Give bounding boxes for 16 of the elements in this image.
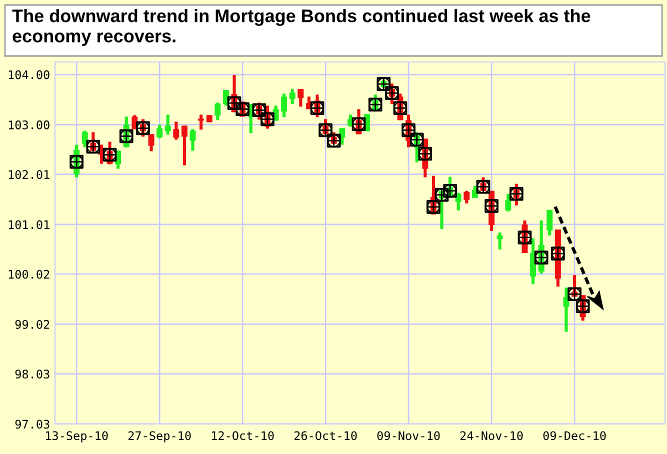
y-tick-label: 98.03 [15,370,50,379]
x-tick-label: 09-Dec-10 [543,431,606,440]
x-tick-label: 09-Nov-10 [377,431,440,440]
x-tick-label: 27-Sep-10 [128,431,191,442]
y-tick-label: 101.01 [8,220,50,230]
x-tick-label: 24-Nov-10 [460,431,523,440]
x-tick-label: 13-Sep-10 [46,431,108,442]
x-tick-label: 26-Oct-10 [294,431,357,440]
y-tick-label: 97.03 [15,420,50,429]
y-tick-label: 102.01 [8,170,50,179]
y-tick-label: 103.00 [8,120,50,130]
chart-title: The downward trend in Mortgage Bonds continued last week as the economy recovers. [12,9,590,46]
x-tick-label: 12-Oct-10 [212,431,274,440]
y-tick-label: 99.02 [15,320,50,329]
y-tick-label: 104.00 [8,70,50,80]
y-tick-label: 100.02 [8,270,50,279]
